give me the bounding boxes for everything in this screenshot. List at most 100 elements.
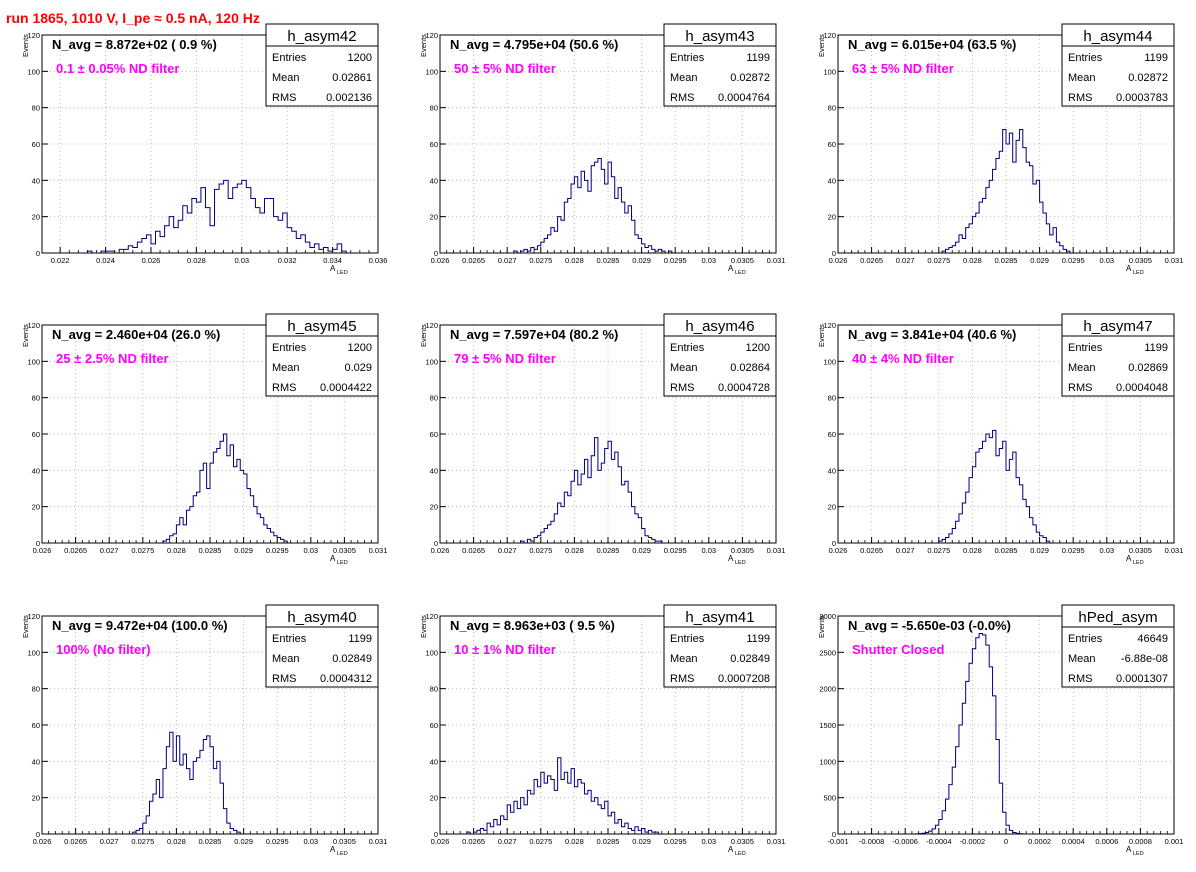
navg-label: N_avg = -5.650e-03 (-0.0%) [848, 618, 1011, 633]
navg-label: N_avg = 3.841e+04 (40.6 %) [848, 327, 1016, 342]
x-tick-label: 0.029 [632, 256, 651, 265]
stats-value: 1199 [1144, 342, 1168, 354]
x-tick-label: -0.0004 [926, 837, 951, 846]
filter-label: 50 ± 5% ND filter [454, 61, 556, 76]
stats-value: 0.029 [344, 362, 372, 374]
histogram-bars [520, 437, 663, 544]
x-tick-label: 0.0275 [927, 256, 950, 265]
y-tick-label: 2000 [819, 685, 836, 694]
x-tick-label: 0.0265 [462, 837, 485, 846]
x-axis-title-subscript: LED [337, 851, 348, 857]
y-axis-title: Events [419, 615, 428, 638]
x-tick-label: 0.0275 [529, 256, 552, 265]
y-tick-label: 80 [430, 685, 438, 694]
histogram-bars [466, 757, 659, 835]
stats-label: Entries [272, 633, 307, 645]
x-tick-label: 0.027 [100, 837, 119, 846]
x-tick-label: 0.0265 [462, 256, 485, 265]
histogram-panel: 0.026 0.0265 0.027 0.0275 0.028 0.0285 0.029 0.… [419, 23, 785, 276]
x-axis-title-subscript: LED [1133, 851, 1144, 857]
y-tick-label: 120 [823, 321, 836, 330]
y-axis-title: Events [21, 615, 30, 638]
stats-value: 1200 [746, 342, 770, 354]
y-tick-label: 0 [434, 539, 438, 548]
x-tick-label: 0.028 [565, 837, 584, 846]
y-tick-label: 120 [425, 321, 438, 330]
y-tick-label: 120 [823, 31, 836, 40]
y-tick-label: 100 [425, 357, 438, 366]
x-tick-label: 0.027 [498, 256, 517, 265]
histogram-name: h_asym41 [685, 609, 754, 626]
x-tick-label: 0.029 [632, 837, 651, 846]
x-tick-label: 0.027 [498, 546, 517, 555]
stats-label: RMS [1068, 382, 1092, 394]
y-tick-label: 20 [32, 794, 40, 803]
stats-label: Entries [272, 52, 307, 64]
x-tick-label: 0.0295 [266, 837, 289, 846]
x-tick-label: 0.031 [767, 837, 786, 846]
x-tick-label: 0.034 [323, 256, 342, 265]
stats-label: Mean [1068, 653, 1096, 665]
x-tick-label: 0.0305 [731, 546, 754, 555]
x-tick-label: 0.0265 [64, 837, 87, 846]
y-axis-title: Events [817, 34, 826, 57]
y-axis-title: Events [21, 324, 30, 347]
x-tick-label: 0.031 [369, 837, 388, 846]
x-tick-label: 0.031 [1165, 546, 1184, 555]
filter-label: 100% (No filter) [56, 642, 151, 657]
y-tick-label: 40 [32, 176, 40, 185]
x-axis-title: A [1126, 554, 1132, 563]
stats-value: 1199 [348, 633, 372, 645]
y-tick-label: 1000 [819, 757, 836, 766]
stats-label: Mean [272, 653, 300, 665]
x-tick-label: 0.031 [369, 546, 388, 555]
x-tick-label: 0.026 [829, 256, 848, 265]
x-tick-label: 0.028 [167, 837, 186, 846]
stats-label: RMS [670, 673, 694, 685]
x-tick-label: 0.028 [187, 256, 206, 265]
y-tick-label: 0 [36, 249, 40, 258]
stats-label: RMS [1068, 92, 1092, 104]
stats-value: -6.88e-08 [1121, 653, 1168, 665]
y-tick-label: 60 [32, 430, 40, 439]
stats-value: 0.02864 [730, 362, 770, 374]
y-axis-title: Events [817, 615, 826, 638]
filter-label: 10 ± 1% ND filter [454, 642, 556, 657]
stats-label: Entries [1068, 52, 1103, 64]
y-tick-label: 100 [27, 67, 40, 76]
filter-label: 79 ± 5% ND filter [454, 351, 556, 366]
histogram-panel: 0.022 0.024 0.026 0.028 0.03 0.032 0.034 0.036 0… [21, 23, 387, 276]
navg-label: N_avg = 8.872e+02 ( 0.9 %) [52, 37, 217, 52]
y-tick-label: 80 [32, 394, 40, 403]
y-tick-label: 0 [434, 830, 438, 839]
y-tick-label: 20 [430, 794, 438, 803]
y-tick-label: 100 [823, 67, 836, 76]
x-tick-label: 0.0265 [860, 546, 883, 555]
x-tick-label: 0.0305 [731, 256, 754, 265]
x-tick-label: 0.0295 [664, 837, 687, 846]
x-tick-label: 0.029 [632, 546, 651, 555]
histogram-name: h_asym45 [287, 318, 356, 335]
stats-value: 0.0007208 [718, 673, 770, 685]
x-axis-title-subscript: LED [1133, 270, 1144, 276]
stats-label: Entries [670, 52, 705, 64]
stats-label: RMS [670, 92, 694, 104]
x-axis-title-subscript: LED [337, 560, 348, 566]
y-tick-label: 0 [832, 539, 836, 548]
stats-value: 0.002136 [326, 92, 372, 104]
x-tick-label: 0.028 [167, 546, 186, 555]
stats-label: RMS [1068, 673, 1092, 685]
y-axis-title: Events [817, 324, 826, 347]
x-tick-label: 0.0265 [462, 546, 485, 555]
plot-frame [439, 34, 777, 254]
stats-label: Mean [272, 362, 300, 374]
plot-frame [837, 324, 1175, 544]
stats-value: 0.0004422 [320, 382, 372, 394]
stats-box [265, 604, 379, 688]
x-tick-label: 0.0265 [860, 256, 883, 265]
x-tick-label: 0.026 [431, 546, 450, 555]
stats-value: 46649 [1137, 633, 1168, 645]
x-tick-label: 0.03 [1099, 546, 1114, 555]
x-tick-label: 0.027 [498, 837, 517, 846]
